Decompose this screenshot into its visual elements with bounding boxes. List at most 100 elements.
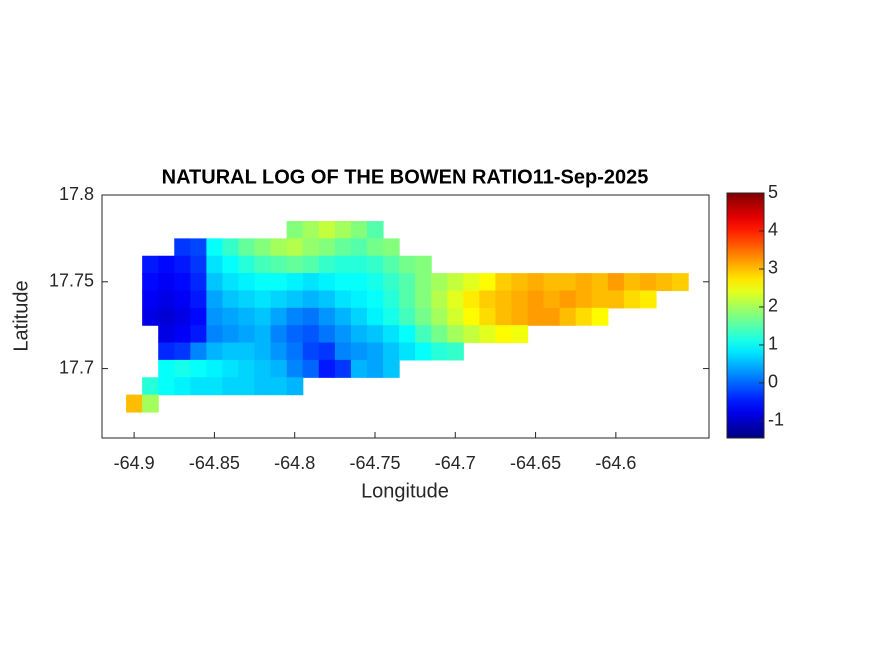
map-cell bbox=[222, 307, 240, 326]
map-cell bbox=[318, 238, 336, 257]
map-cell bbox=[302, 307, 320, 326]
map-cell bbox=[190, 290, 207, 309]
map-cell bbox=[591, 307, 609, 326]
map-cell bbox=[206, 359, 224, 378]
map-cell bbox=[158, 255, 175, 274]
map-cell bbox=[222, 238, 240, 257]
map-cell bbox=[286, 342, 304, 361]
map-cell bbox=[415, 342, 432, 361]
map-cell bbox=[302, 342, 320, 361]
map-cell bbox=[302, 221, 320, 239]
map-cell bbox=[366, 342, 384, 361]
map-cell bbox=[575, 290, 593, 309]
map-cell bbox=[543, 273, 561, 292]
map-cell bbox=[607, 273, 625, 292]
map-cell bbox=[286, 255, 304, 274]
map-cell bbox=[447, 325, 464, 344]
map-cell bbox=[206, 273, 224, 292]
map-cell bbox=[222, 325, 240, 344]
map-cell bbox=[142, 307, 159, 326]
map-cell bbox=[559, 290, 577, 309]
map-cell bbox=[334, 238, 352, 257]
map-cell bbox=[238, 273, 256, 292]
map-cell bbox=[158, 342, 175, 361]
map-cell bbox=[366, 221, 384, 239]
colorbar-tick-label: 1 bbox=[768, 334, 778, 354]
map-cell bbox=[174, 342, 191, 361]
map-cell bbox=[479, 290, 497, 309]
map-cell bbox=[527, 290, 545, 309]
map-cell bbox=[302, 359, 320, 378]
map-cell bbox=[206, 238, 224, 257]
map-cell bbox=[270, 325, 288, 344]
map-cell bbox=[527, 273, 545, 292]
map-cell bbox=[383, 342, 400, 361]
map-cell bbox=[399, 290, 416, 309]
map-cell bbox=[222, 290, 240, 309]
map-cell bbox=[543, 290, 561, 309]
map-cell bbox=[254, 238, 272, 257]
map-cell bbox=[238, 359, 256, 378]
map-cell bbox=[238, 307, 256, 326]
map-cell bbox=[399, 255, 416, 274]
map-cell bbox=[383, 290, 400, 309]
map-cell bbox=[399, 325, 416, 344]
map-cell bbox=[270, 238, 288, 257]
map-cell bbox=[495, 307, 513, 326]
map-cell bbox=[672, 273, 689, 292]
chart-title: NATURAL LOG OF THE BOWEN RATIO11-Sep-202… bbox=[162, 166, 649, 188]
map-cell bbox=[431, 290, 448, 309]
map-cell bbox=[399, 342, 416, 361]
map-cell bbox=[286, 290, 304, 309]
map-cell bbox=[238, 290, 256, 309]
map-cell bbox=[174, 238, 191, 257]
map-cell bbox=[206, 255, 224, 274]
map-cell bbox=[366, 255, 384, 274]
map-cell bbox=[383, 325, 400, 344]
map-cell bbox=[190, 359, 207, 378]
map-cell bbox=[318, 342, 336, 361]
colorbar-tick-label: -1 bbox=[768, 410, 784, 430]
map-cell bbox=[415, 325, 432, 344]
x-tick-label: -64.85 bbox=[189, 453, 240, 473]
map-cell bbox=[190, 255, 207, 274]
map-cell bbox=[126, 394, 143, 413]
map-cell bbox=[543, 307, 561, 326]
map-cell bbox=[238, 377, 256, 396]
map-cell bbox=[222, 377, 240, 396]
map-cell bbox=[415, 255, 432, 274]
map-cell bbox=[318, 273, 336, 292]
map-cell bbox=[334, 255, 352, 274]
map-cell bbox=[158, 307, 175, 326]
map-cell bbox=[174, 290, 191, 309]
map-cell bbox=[623, 273, 641, 292]
map-cell bbox=[318, 359, 336, 378]
map-cell bbox=[334, 221, 352, 239]
map-cell bbox=[174, 307, 191, 326]
map-cell bbox=[479, 273, 497, 292]
map-cell bbox=[607, 290, 625, 309]
map-cell bbox=[206, 342, 224, 361]
map-cell bbox=[366, 307, 384, 326]
map-cell bbox=[270, 273, 288, 292]
map-cell bbox=[142, 394, 159, 413]
map-cell bbox=[366, 359, 384, 378]
map-cell bbox=[270, 290, 288, 309]
map-cell bbox=[190, 342, 207, 361]
map-cell bbox=[559, 273, 577, 292]
map-cell bbox=[270, 359, 288, 378]
map-cell bbox=[383, 255, 400, 274]
map-cell bbox=[559, 307, 577, 326]
map-cell bbox=[495, 325, 513, 344]
map-cell bbox=[447, 307, 464, 326]
y-tick-label: 17.75 bbox=[49, 271, 94, 291]
map-cell bbox=[206, 307, 224, 326]
map-cell bbox=[222, 255, 240, 274]
map-cell bbox=[174, 377, 191, 396]
map-cell bbox=[286, 238, 304, 257]
map-cell bbox=[158, 359, 175, 378]
y-tick-label: 17.8 bbox=[59, 184, 94, 204]
map-cell bbox=[366, 325, 384, 344]
map-cell bbox=[431, 307, 448, 326]
